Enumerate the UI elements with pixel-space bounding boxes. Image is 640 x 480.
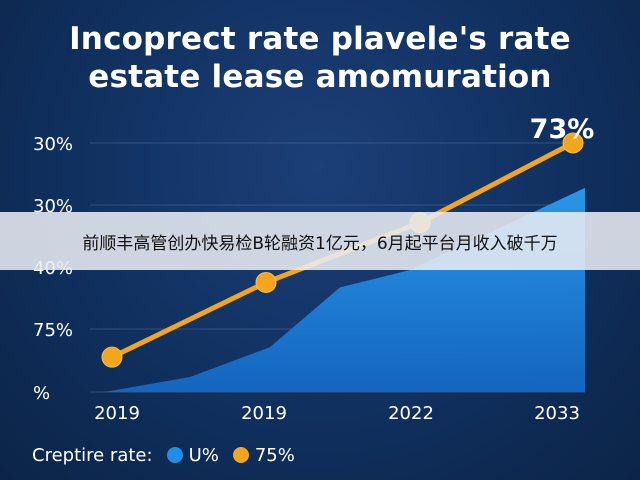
y-tick-label: 30% <box>33 134 73 155</box>
y-tick-label: 30% <box>33 196 73 217</box>
x-tick-label: 2022 <box>388 403 434 424</box>
chart-title: Incoprect rate plavele's rate estate lea… <box>0 20 640 96</box>
series-point-75 <box>255 271 277 293</box>
series-point-75 <box>101 346 123 368</box>
series-area-u <box>104 187 585 392</box>
series-point-75 <box>562 132 584 154</box>
news-banner[interactable]: 前顺丰高管创办快易检B轮融资1亿元，6月起平台月收入破千万 <box>0 212 640 270</box>
legend-dot-75 <box>232 447 249 463</box>
chart-title-line-1: Incoprect rate plavele's rate <box>69 21 571 57</box>
y-tick-label: % <box>33 383 50 404</box>
y-tick-label: 75% <box>33 320 73 341</box>
legend-item-u: U% <box>188 444 219 466</box>
legend-label: Creptire rate: <box>32 444 153 466</box>
chart-title-line-2: estate lease amomuration <box>88 59 552 95</box>
legend: Creptire rate: U% 75% <box>32 440 295 470</box>
legend-dot-u <box>166 447 183 463</box>
x-tick-label: 2033 <box>534 403 580 424</box>
x-tick-label: 2019 <box>94 403 140 424</box>
news-banner-text[interactable]: 前顺丰高管创办快易检B轮融资1亿元，6月起平台月收入破千万 <box>82 233 558 254</box>
legend-item-75: 75% <box>254 444 295 466</box>
peak-value-label: 73% <box>530 114 595 145</box>
x-tick-label: 2019 <box>241 403 287 424</box>
